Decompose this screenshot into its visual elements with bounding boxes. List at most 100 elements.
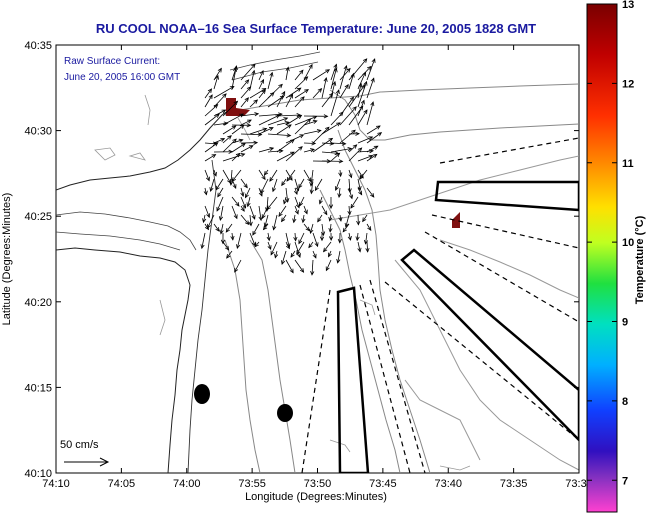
current-vector — [225, 223, 233, 233]
current-vector — [294, 205, 299, 215]
bathymetry-contour-9 — [439, 239, 579, 299]
current-vector — [272, 178, 278, 193]
current-vector — [294, 259, 305, 273]
current-vector — [310, 259, 315, 276]
current-vector — [363, 232, 369, 245]
current-vector — [212, 169, 217, 177]
current-vector — [330, 67, 338, 90]
current-vector — [222, 125, 237, 135]
current-vector — [252, 223, 260, 236]
current-vector — [222, 241, 230, 251]
current-vector — [312, 232, 319, 248]
current-vector — [267, 117, 289, 126]
colorbar-tick-label: 8 — [622, 396, 628, 408]
y-tick-label: 40:15 — [24, 382, 52, 394]
current-vector — [321, 77, 328, 99]
current-vector — [348, 147, 363, 162]
current-vector — [298, 232, 305, 245]
current-vector — [240, 140, 259, 145]
current-vector — [240, 97, 249, 108]
radar-solid-beams — [336, 180, 579, 473]
current-vector — [298, 178, 305, 189]
land-mask-2 — [452, 212, 460, 228]
current-vector — [263, 169, 269, 176]
y-tick-label: 40:10 — [24, 468, 52, 480]
current-vector — [362, 214, 368, 223]
current-vector — [321, 141, 335, 146]
current-vector — [213, 137, 226, 144]
current-vector — [285, 259, 294, 274]
x-tick-label: 73:50 — [304, 478, 332, 490]
current-vector — [321, 122, 341, 135]
current-vector — [357, 82, 363, 99]
current-vector — [366, 58, 376, 81]
current-vector — [229, 169, 234, 186]
colorbar-tick-label: 12 — [622, 78, 634, 90]
current-vector — [231, 169, 242, 182]
current-vector — [357, 187, 363, 196]
current-vector — [240, 205, 245, 212]
current-vector — [260, 178, 269, 195]
current-vector — [245, 187, 251, 199]
current-vector — [359, 169, 368, 180]
current-vector — [283, 196, 288, 205]
plot-area — [55, 44, 580, 474]
current-vector — [231, 65, 238, 90]
colorbar-tick-label: 11 — [622, 158, 634, 170]
current-vector — [366, 223, 372, 232]
current-vector — [309, 223, 314, 235]
current-vector — [366, 153, 378, 162]
current-vector — [213, 93, 227, 108]
current-vector — [294, 118, 312, 135]
current-vector — [294, 241, 301, 258]
current-vector — [285, 66, 290, 81]
colorbar-tick-label: 7 — [622, 475, 628, 487]
current-vector — [285, 241, 290, 250]
current-vector — [336, 250, 341, 264]
current-vector — [276, 151, 295, 162]
current-vector — [213, 74, 219, 90]
current-vector — [270, 241, 278, 256]
x-tick-label: 73:40 — [434, 478, 462, 490]
current-vector — [366, 101, 375, 126]
current-vector — [231, 196, 240, 207]
current-vector — [342, 223, 350, 233]
current-vector — [348, 187, 354, 200]
current-vector — [303, 114, 329, 119]
current-vector — [328, 196, 334, 210]
current-vector — [220, 232, 226, 245]
current-vector — [330, 147, 353, 153]
current-vector — [339, 65, 348, 90]
current-vector — [281, 214, 287, 223]
current-vector — [357, 241, 362, 253]
current-vector — [272, 214, 278, 231]
current-vector — [339, 83, 349, 99]
x-tick-label: 74:05 — [108, 478, 136, 490]
current-vector — [276, 90, 286, 108]
current-vector — [204, 169, 210, 182]
colorbar — [586, 3, 618, 513]
current-vector — [204, 94, 213, 108]
current-vector — [366, 77, 375, 99]
current-vectors — [200, 58, 383, 276]
y-tick-label: 40:20 — [24, 297, 52, 309]
station-marker-2 — [277, 404, 293, 422]
current-vector — [258, 146, 275, 153]
x-axis: 74:10 74:05 74:00 73:55 73:50 73:45 73:40 73:35… — [42, 45, 587, 490]
current-vector — [330, 80, 337, 99]
current-vector — [321, 159, 344, 164]
scale-label: 50 cm/s — [60, 439, 99, 451]
annotation-line-1: Raw Surface Current: — [64, 56, 160, 67]
current-vector — [226, 250, 233, 259]
scale-arrow-head — [99, 457, 110, 467]
current-vector — [261, 205, 269, 220]
current-vector — [348, 131, 360, 136]
current-vector — [312, 69, 331, 81]
current-vector — [278, 205, 287, 217]
current-vector — [204, 154, 217, 162]
current-vector — [348, 169, 353, 179]
current-vector — [258, 169, 266, 181]
current-vector — [356, 214, 361, 226]
current-vector — [219, 223, 224, 235]
x-tick-label: 73:3 — [565, 478, 586, 490]
